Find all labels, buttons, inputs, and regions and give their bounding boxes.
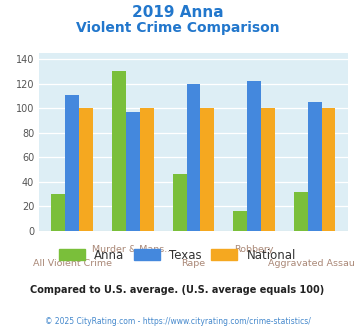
Text: All Violent Crime: All Violent Crime	[33, 259, 112, 268]
Bar	[294, 192, 308, 231]
Bar	[79, 108, 93, 231]
Text: 2019 Anna: 2019 Anna	[132, 5, 223, 20]
Bar	[233, 211, 247, 231]
Bar	[51, 194, 65, 231]
Legend: Anna, Texas, National: Anna, Texas, National	[54, 244, 301, 266]
Bar	[186, 83, 201, 231]
Text: Violent Crime Comparison: Violent Crime Comparison	[76, 21, 279, 35]
Text: Rape: Rape	[181, 259, 206, 268]
Bar	[247, 81, 261, 231]
Bar	[308, 102, 322, 231]
Bar	[261, 108, 275, 231]
Bar	[322, 108, 335, 231]
Text: © 2025 CityRating.com - https://www.cityrating.com/crime-statistics/: © 2025 CityRating.com - https://www.city…	[45, 317, 310, 326]
Bar	[201, 108, 214, 231]
Text: Murder & Mans...: Murder & Mans...	[92, 245, 174, 254]
Bar	[173, 175, 186, 231]
Bar	[126, 112, 140, 231]
Text: Robbery: Robbery	[234, 245, 274, 254]
Text: Aggravated Assault: Aggravated Assault	[268, 259, 355, 268]
Bar	[65, 95, 79, 231]
Text: Compared to U.S. average. (U.S. average equals 100): Compared to U.S. average. (U.S. average …	[31, 285, 324, 295]
Bar	[112, 71, 126, 231]
Bar	[140, 108, 154, 231]
